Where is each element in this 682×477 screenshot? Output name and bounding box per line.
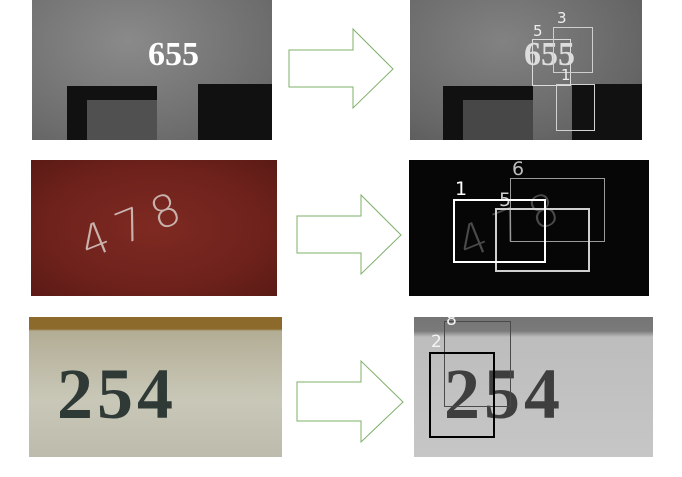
detection-label-6: 6 <box>512 160 525 180</box>
house-number-text: 254 <box>57 354 177 434</box>
detection-box-3 <box>553 27 593 73</box>
input-image-254: 254 <box>29 317 282 457</box>
arrow-right-icon <box>296 193 402 276</box>
detection-label-8: 8 <box>446 317 457 330</box>
detection-label-1: 1 <box>455 178 468 200</box>
detection-box-5 <box>532 39 571 86</box>
house-number-text: 254 <box>444 354 564 434</box>
arrow-right-icon <box>288 27 394 110</box>
house-number-text: 655 <box>148 36 199 73</box>
detection-label-1: 1 <box>561 66 571 84</box>
detection-box-2 <box>429 352 495 438</box>
doorway-right <box>198 84 272 140</box>
detection-box-5 <box>495 208 590 272</box>
output-image-655: 655 5 3 1 <box>410 0 642 140</box>
detection-label-2: 2 <box>431 332 442 352</box>
detection-label-3: 3 <box>557 9 567 27</box>
detection-box-1 <box>453 199 546 263</box>
output-image-254: 254 8 2 <box>414 317 653 457</box>
detection-label-5: 5 <box>533 22 543 40</box>
detection-box-8 <box>444 321 511 407</box>
house-number-text: 478 <box>72 179 198 270</box>
detection-box-6 <box>510 178 605 242</box>
doorway-left-inner <box>87 100 157 140</box>
arrow-right-icon <box>296 359 404 444</box>
input-image-655: 655 <box>32 0 272 140</box>
input-image-478: 478 <box>31 160 277 296</box>
detection-box-1 <box>556 84 595 131</box>
doorway-left-inner <box>463 100 533 140</box>
output-image-478: 478 6 5 1 <box>409 160 649 296</box>
